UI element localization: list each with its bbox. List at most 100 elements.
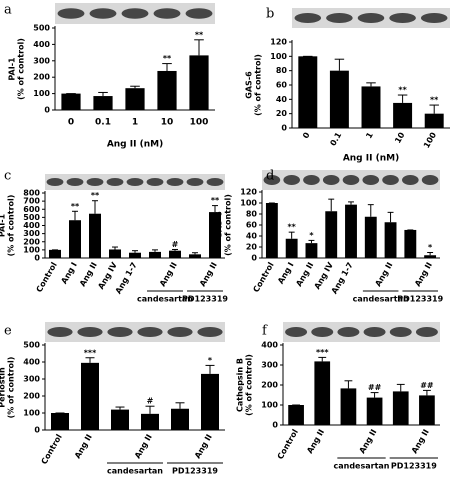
- blot-band: [322, 175, 340, 185]
- error-bar: [175, 402, 185, 409]
- error-bar: [427, 252, 434, 256]
- bar: [364, 216, 377, 258]
- y-axis-label: Cathepsin B: [236, 358, 245, 412]
- x-tick-label: Ang I: [59, 261, 78, 286]
- y-tick-label: 500: [23, 341, 40, 350]
- annotation: **: [398, 86, 407, 95]
- blot-band: [415, 327, 438, 337]
- y-tick-label: 100: [33, 89, 50, 98]
- x-tick-label: Ang II: [294, 261, 315, 288]
- bar: [51, 413, 69, 430]
- blot-band: [342, 175, 360, 185]
- y-tick-label: 60: [246, 221, 258, 230]
- x-tick-label: Ang II: [158, 261, 179, 288]
- bar: [424, 113, 444, 128]
- x-tick-label: 100: [422, 130, 438, 149]
- y-tick-label: 400: [23, 358, 40, 367]
- x-tick-label: 0.1: [328, 130, 343, 147]
- x-tick-label: 0: [301, 130, 312, 140]
- y-tick-label: 0: [34, 254, 40, 263]
- blot-band: [77, 327, 103, 337]
- x-tick-label: Ang II: [78, 261, 99, 288]
- y-tick-label: 0: [272, 421, 278, 430]
- annotation: *: [428, 243, 433, 252]
- error-bar: [85, 357, 95, 363]
- annotation: ##: [368, 383, 382, 392]
- error-bar: [72, 210, 78, 221]
- y-axis-label: Periostin: [0, 367, 7, 408]
- group-label: candesartan: [107, 467, 163, 476]
- error-bar: [212, 205, 218, 213]
- panel-letter: d: [266, 169, 274, 184]
- x-tick-label: Ang II: [193, 433, 214, 460]
- bar: [419, 395, 435, 425]
- y-axis-label: PAI-1: [0, 213, 7, 237]
- error-bar: [112, 246, 118, 250]
- error-bar: [370, 392, 379, 398]
- annotation: **: [91, 191, 100, 200]
- y-tick-label: 120: [270, 38, 287, 47]
- y-tick-label: 40: [276, 95, 288, 104]
- y-tick-label: 300: [261, 361, 278, 370]
- y-tick-label: 80: [246, 210, 258, 219]
- y-tick-label: 100: [23, 245, 40, 254]
- bar: [111, 409, 129, 430]
- blot-band: [186, 178, 204, 186]
- y-tick-label: 800: [23, 189, 40, 198]
- bar: [361, 86, 381, 128]
- y-tick-label: 300: [23, 229, 40, 238]
- error-bar: [192, 252, 198, 255]
- error-bar: [397, 94, 408, 103]
- panel-letter: e: [4, 324, 12, 339]
- x-tick-label: Control: [251, 261, 275, 294]
- blot-band: [89, 8, 117, 19]
- y-axis-unit: (% of control): [7, 195, 16, 257]
- y-tick-label: 700: [23, 197, 40, 206]
- blot-band: [362, 175, 380, 185]
- error-bar: [132, 250, 138, 253]
- x-tick-label: 1: [364, 130, 375, 140]
- blot-band: [166, 178, 184, 186]
- annotation: ***: [84, 348, 97, 357]
- bar: [141, 413, 159, 430]
- annotation: ***: [316, 348, 329, 357]
- bar: [393, 102, 413, 128]
- blot-band: [185, 8, 213, 19]
- y-axis-unit: (% of control): [17, 38, 26, 100]
- y-axis-unit: (% of control): [245, 354, 254, 416]
- annotation: **: [211, 196, 220, 205]
- blot-band: [337, 327, 360, 337]
- bar: [201, 373, 219, 430]
- y-tick-label: 600: [23, 205, 40, 214]
- bar: [265, 203, 278, 258]
- x-tick-label: Control: [276, 428, 300, 461]
- y-tick-label: 100: [240, 199, 257, 208]
- blot-band: [167, 327, 193, 337]
- blot-band: [46, 178, 64, 186]
- blot-band: [153, 8, 181, 19]
- blot-band: [107, 327, 133, 337]
- y-axis-label: GAS-6: [215, 211, 224, 239]
- error-bar: [429, 104, 439, 114]
- y-tick-label: 300: [23, 375, 40, 384]
- group-label: candesartan: [353, 295, 409, 304]
- error-bar: [152, 249, 158, 252]
- y-tick-label: 0: [34, 426, 40, 435]
- blot-band: [146, 178, 164, 186]
- blot-band: [263, 175, 281, 185]
- bar: [129, 252, 141, 258]
- error-bar: [162, 63, 172, 71]
- bar: [325, 211, 338, 258]
- x-tick-label: Ang I: [276, 261, 295, 286]
- error-bar: [288, 231, 295, 239]
- y-axis-unit: (% of control): [7, 357, 16, 419]
- bar: [329, 70, 349, 128]
- x-tick-label: 0: [68, 118, 74, 128]
- blot-band: [294, 13, 322, 23]
- x-tick-label: Control: [40, 433, 64, 466]
- x-tick-label: Ang II: [373, 261, 394, 288]
- error-bar: [422, 389, 431, 396]
- x-tick-label: Control: [35, 261, 59, 294]
- group-label: PD123319: [391, 462, 437, 471]
- y-axis-label: GAS-6: [245, 71, 254, 99]
